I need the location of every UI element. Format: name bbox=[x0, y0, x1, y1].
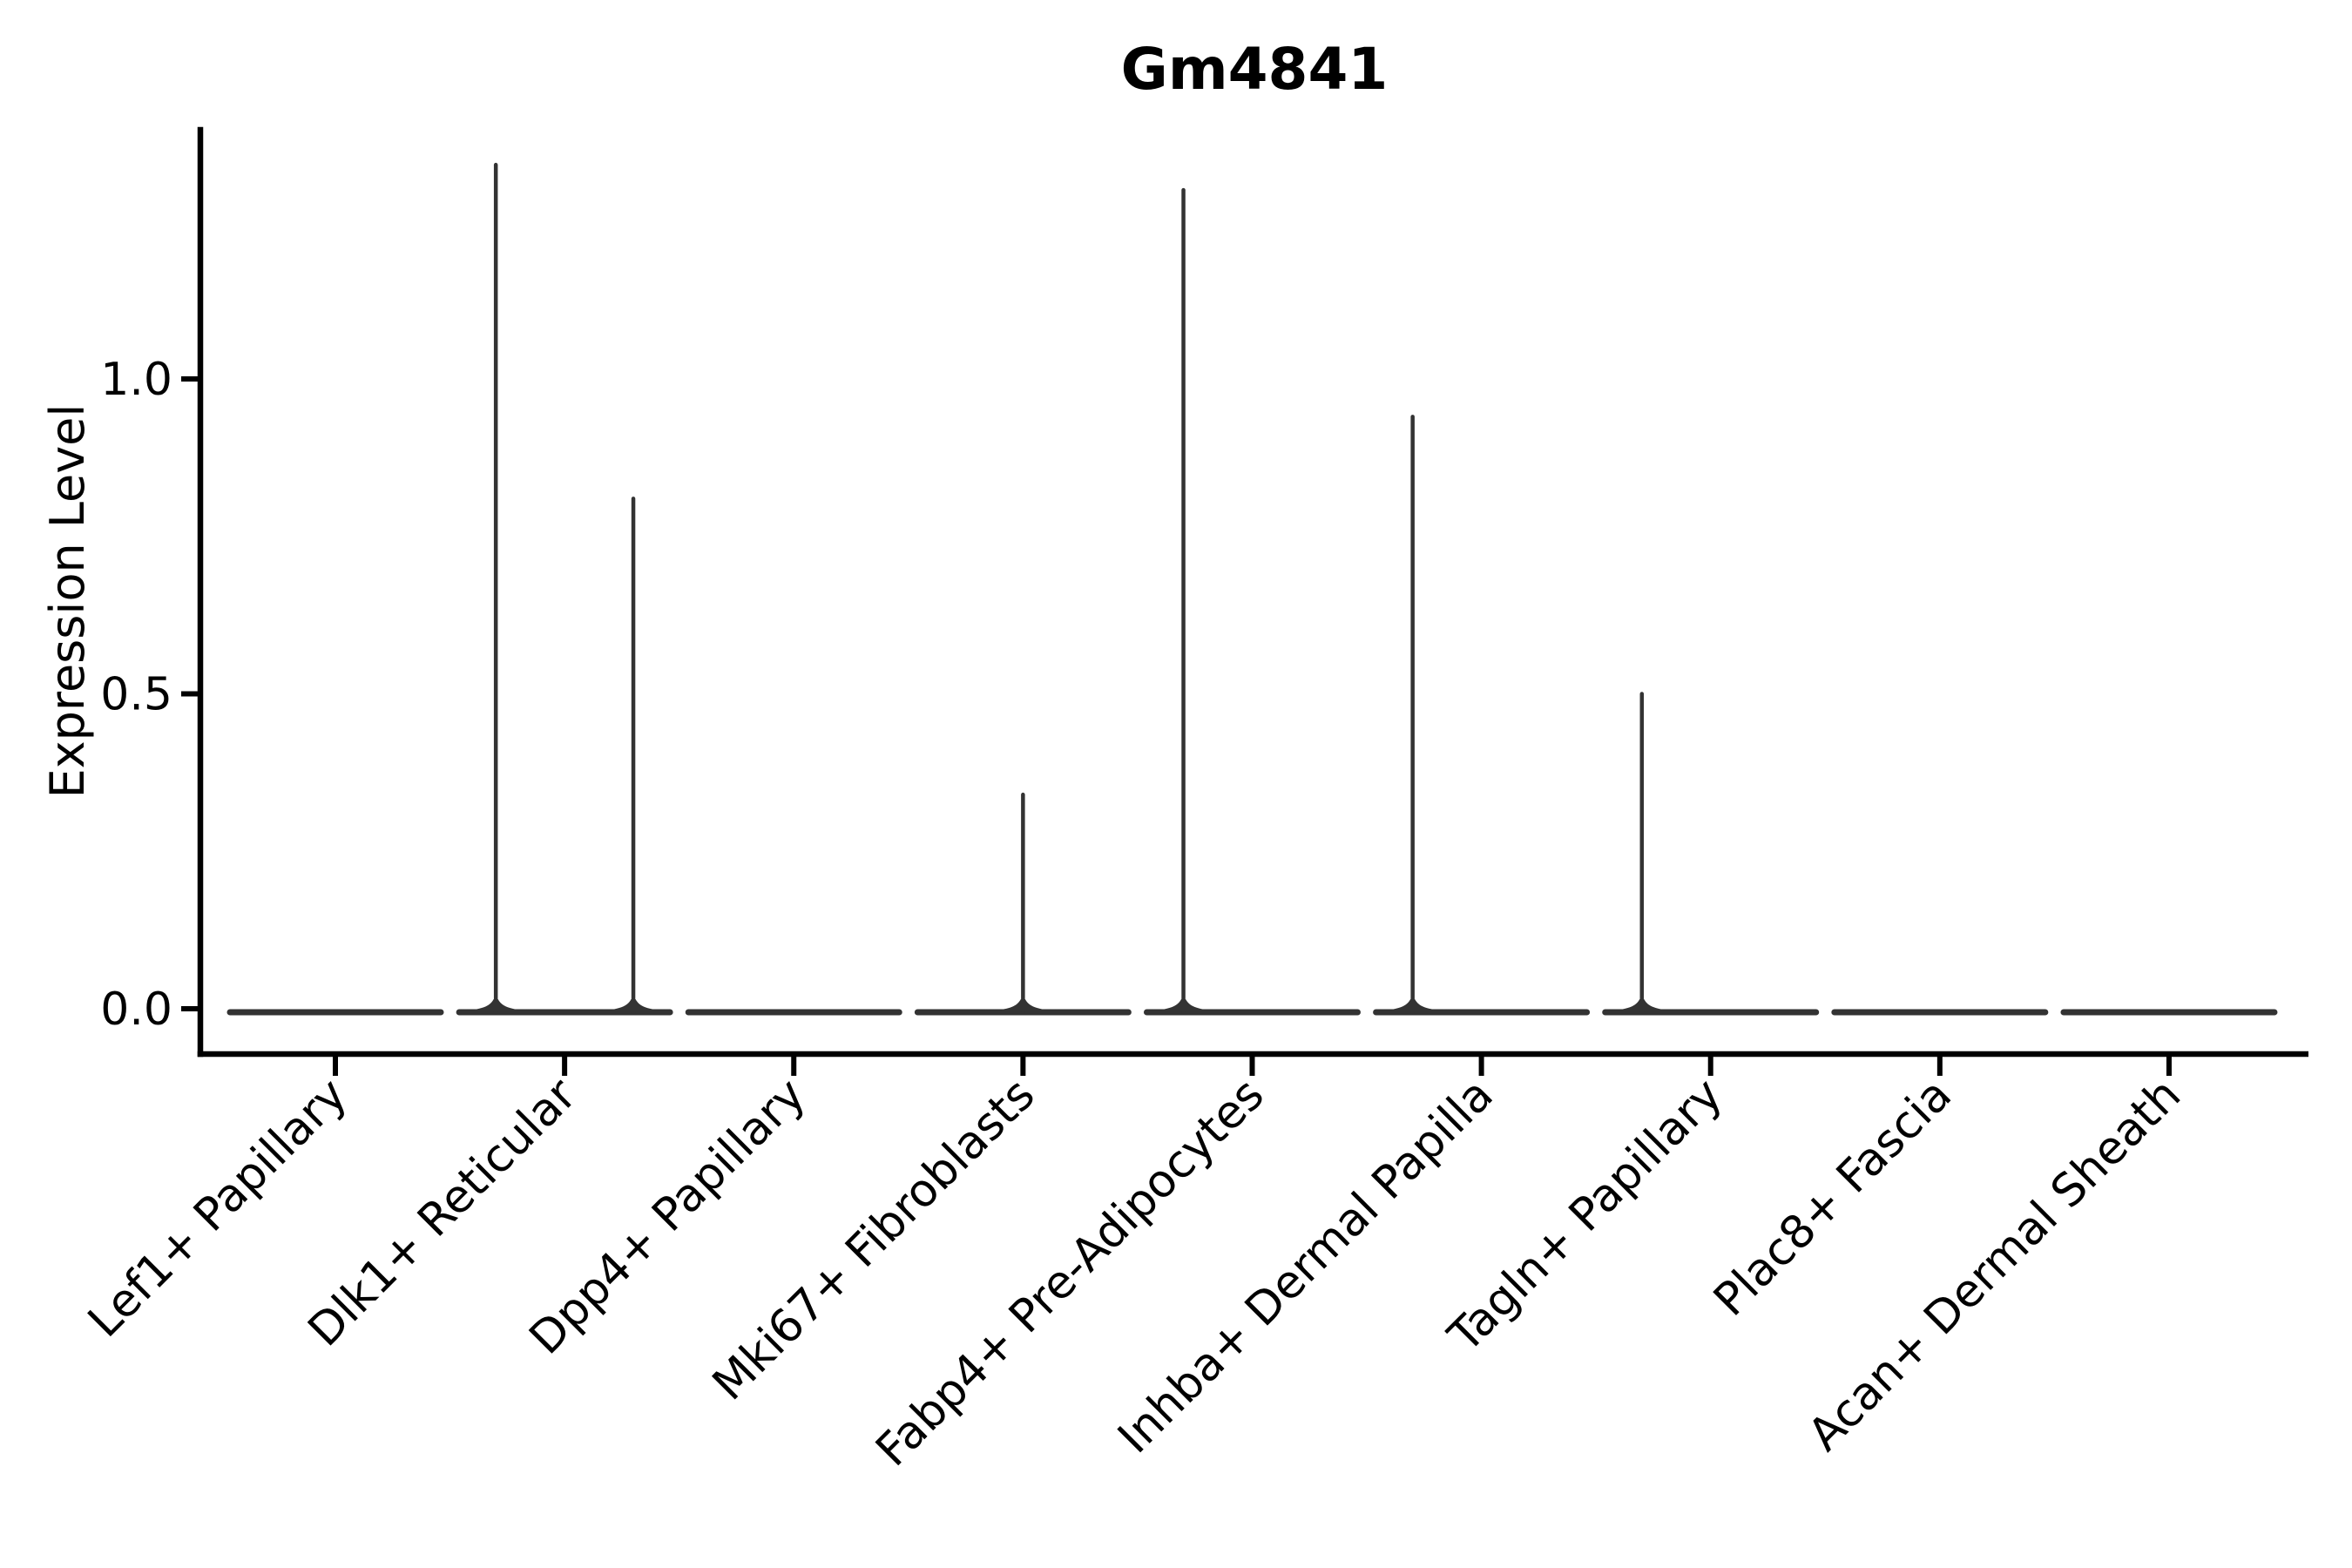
violin-2 bbox=[456, 162, 673, 1016]
violin-spike-base-flare bbox=[984, 999, 1062, 1011]
violin-spike-base-flare bbox=[457, 999, 535, 1011]
y-ticks-group: 0.0 0.5 1.0 bbox=[100, 354, 200, 1036]
violin-5 bbox=[1143, 187, 1361, 1016]
x-tick-label: Inhba+ Dermal Papilla bbox=[1108, 1069, 1503, 1463]
violin-spike-base-flare bbox=[595, 999, 672, 1011]
plot-title: Gm4841 bbox=[1121, 36, 1389, 103]
violin-7 bbox=[1602, 692, 1820, 1016]
violin-spike-base-flare bbox=[1374, 999, 1451, 1011]
x-tick-label: Plac8+ Fascia bbox=[1704, 1069, 1962, 1327]
x-tick-label: Acan+ Dermal Sheath bbox=[1798, 1069, 2191, 1462]
violin-spike-base-flare bbox=[1145, 999, 1222, 1011]
axes-group bbox=[197, 126, 2308, 1058]
y-tick-label: 0.0 bbox=[100, 983, 172, 1036]
violin-spike-base-flare bbox=[1603, 999, 1680, 1011]
x-tick-label: Fabp4+ Pre-Adipocytes bbox=[866, 1069, 1274, 1477]
y-tick-label: 1.0 bbox=[100, 354, 172, 406]
violins-group bbox=[226, 162, 2278, 1016]
violin-6 bbox=[1373, 415, 1591, 1016]
y-tick-label: 0.5 bbox=[100, 669, 172, 721]
violin-4 bbox=[914, 792, 1132, 1016]
y-axis-label: Expression Level bbox=[40, 404, 95, 799]
